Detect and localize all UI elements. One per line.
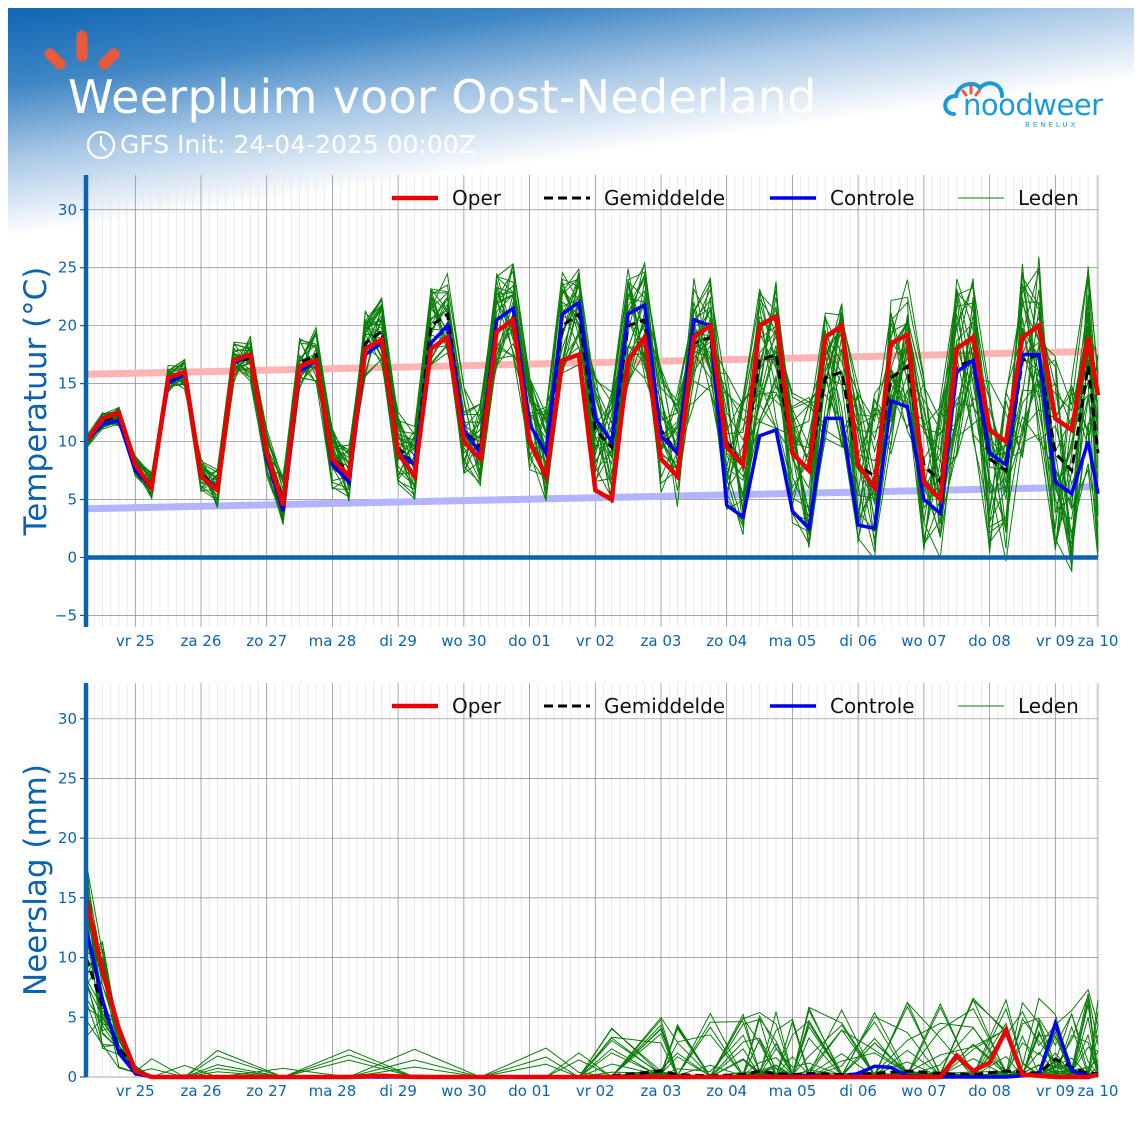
member-line [85, 888, 1099, 1078]
member-line [85, 993, 1099, 1078]
legend-label: Controle [830, 694, 915, 718]
oper-line [83, 897, 1099, 1080]
y-tick-label: −5 [55, 606, 77, 624]
y-tick-label: 5 [67, 491, 77, 509]
y-tick-label: 30 [58, 201, 77, 219]
member-line [85, 895, 1099, 1079]
y-axis-label: Neerslag (mm) [18, 764, 54, 996]
y-tick-label: 0 [67, 1068, 77, 1086]
x-tick-label: za 03 [641, 632, 682, 650]
x-tick-label: di 06 [839, 632, 877, 650]
logo-subtext: BENELUX [1025, 121, 1079, 129]
y-tick-label: 0 [67, 548, 77, 566]
x-tick-label: di 06 [839, 1082, 877, 1100]
y-tick-label: 20 [58, 317, 77, 335]
mean-line [84, 305, 1100, 501]
x-tick-label: vr 25 [116, 632, 155, 650]
x-tick-label: ma 05 [769, 1082, 817, 1100]
y-tick-label: 10 [58, 433, 77, 451]
x-tick-label: za 10 [1078, 632, 1119, 650]
page-title: Weerpluim voor Oost-Nederland [68, 70, 817, 124]
x-tick-label: wo 07 [901, 632, 946, 650]
logo-text: noodweer [963, 88, 1103, 122]
member-line [85, 266, 1099, 573]
x-tick-label: za 26 [181, 1082, 222, 1100]
x-tick-label: wo 30 [441, 632, 486, 650]
x-tick-label: wo 30 [441, 1082, 486, 1100]
member-line [85, 913, 1099, 1078]
y-tick-label: 10 [58, 949, 77, 967]
sun-icon [44, 30, 120, 70]
legend: Oper Gemiddelde Controle Leden [392, 694, 1079, 718]
x-tick-label: do 01 [508, 632, 551, 650]
y-tick-label: 25 [58, 259, 77, 277]
x-tick-label: zo 27 [246, 1082, 287, 1100]
member-line [85, 857, 1099, 1078]
member-line [85, 883, 1099, 1078]
legend-label: Gemiddelde [604, 186, 725, 210]
x-tick-label: ma 28 [309, 632, 357, 650]
legend-label: Leden [1018, 694, 1079, 718]
member-line [85, 275, 1099, 562]
y-tick-label: 15 [58, 375, 77, 393]
x-tick-label: zo 04 [706, 632, 747, 650]
x-tick-label: wo 07 [901, 1082, 946, 1100]
clock-icon [86, 130, 116, 160]
x-tick-label: za 10 [1078, 1082, 1119, 1100]
y-axis-label: Temperatuur (°C) [18, 267, 54, 537]
x-tick-label: di 29 [379, 632, 417, 650]
legend-label: Leden [1018, 186, 1079, 210]
member-line [85, 893, 1099, 1078]
x-tick-label: vr 25 [116, 1082, 155, 1100]
member-line [85, 873, 1099, 1078]
x-tick-label: vr 09 [1036, 1082, 1075, 1100]
legend: Oper Gemiddelde Controle Leden [392, 186, 1079, 210]
oper-line [84, 312, 1101, 506]
x-tick-label: ma 05 [769, 632, 817, 650]
member-line [85, 880, 1099, 1078]
x-tick-label: ma 28 [309, 1082, 357, 1100]
x-tick-label: do 08 [968, 632, 1011, 650]
x-tick-label: do 08 [968, 1082, 1011, 1100]
member-line [85, 908, 1099, 1078]
x-tick-label: vr 02 [576, 632, 615, 650]
member-lines [85, 857, 1099, 1079]
x-tick-label: za 03 [641, 1082, 682, 1100]
x-tick-label: za 26 [181, 632, 222, 650]
y-tick-label: 20 [58, 829, 77, 847]
member-line [85, 875, 1099, 1078]
x-tick-label: zo 04 [706, 1082, 747, 1100]
init-time-label: GFS Init: 24-04-2025 00:00Z [120, 130, 476, 159]
y-tick-label: 15 [58, 889, 77, 907]
legend-label: Oper [452, 186, 502, 210]
x-tick-label: vr 02 [576, 1082, 615, 1100]
member-line [85, 932, 1099, 1078]
legend-label: Oper [452, 694, 502, 718]
legend-label: Controle [830, 186, 915, 210]
y-tick-label: 25 [58, 770, 77, 788]
y-tick-label: 5 [67, 1008, 77, 1026]
x-tick-label: di 29 [379, 1082, 417, 1100]
x-tick-label: zo 27 [246, 632, 287, 650]
member-line [85, 282, 1099, 555]
member-line [85, 905, 1099, 1078]
member-line [85, 873, 1099, 1078]
y-tick-label: 30 [58, 710, 77, 728]
chart-panel-0: vr 25 za 26 zo 27 ma 28 di 29 wo 30 do 01 vr 02… [18, 175, 1118, 650]
member-line [85, 977, 1099, 1078]
x-tick-label: vr 09 [1036, 632, 1075, 650]
cloud-logo-icon [943, 81, 1004, 116]
chart-panel-1: vr 25 za 26 zo 27 ma 28 di 29 wo 30 do 01 vr 02… [18, 683, 1118, 1100]
legend-label: Gemiddelde [604, 694, 725, 718]
control-line [84, 927, 1098, 1079]
x-tick-label: do 01 [508, 1082, 551, 1100]
